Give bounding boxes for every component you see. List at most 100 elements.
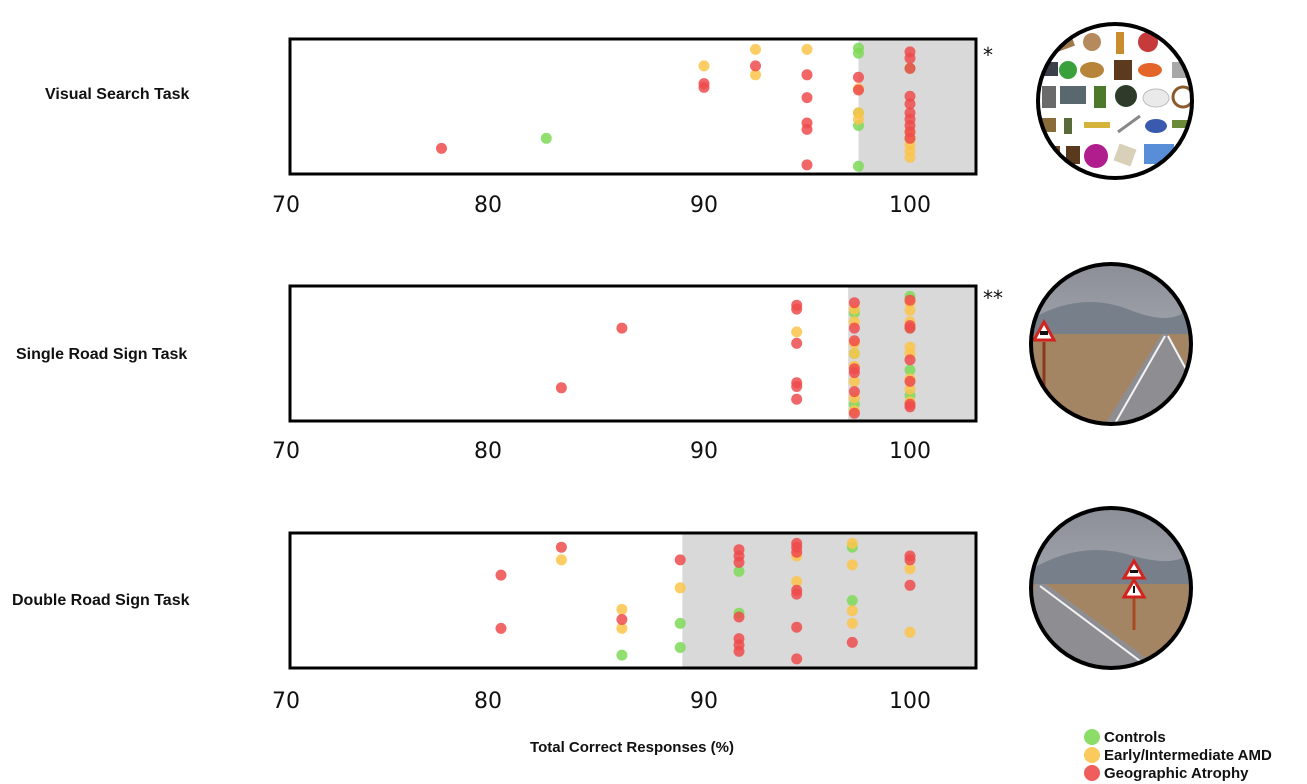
data-point [904, 151, 916, 163]
legend-label: Controls [1104, 729, 1166, 746]
data-point [555, 554, 567, 566]
data-point [674, 617, 686, 629]
data-point [846, 617, 858, 629]
object-icons [1040, 32, 1192, 168]
data-point [904, 304, 916, 316]
visual-search-stimulus-image [1036, 22, 1194, 180]
data-point [495, 622, 507, 634]
x-axis-label: Total Correct Responses (%) [530, 739, 734, 756]
data-point [904, 364, 916, 376]
data-point [904, 132, 916, 144]
data-point [904, 626, 916, 638]
data-point [801, 159, 813, 171]
task-label-single-road-sign: Single Road Sign Task [16, 346, 188, 363]
data-point [733, 556, 745, 568]
data-point [848, 322, 860, 334]
data-point [801, 69, 813, 81]
data-point [848, 386, 860, 398]
legend-label: Geographic Atrophy [1104, 765, 1249, 782]
data-point [750, 43, 761, 55]
data-point [674, 582, 686, 594]
data-point [904, 554, 916, 566]
legend-swatch [1084, 765, 1100, 781]
data-point [853, 113, 864, 125]
single-road-sign-stimulus-image [1029, 262, 1193, 426]
data-point [791, 588, 803, 600]
x-tick-label: 90 [690, 193, 718, 218]
x-tick-label: 80 [474, 439, 502, 464]
data-point [801, 92, 813, 104]
data-point [495, 569, 507, 581]
data-point [846, 636, 858, 648]
data-point [904, 563, 916, 575]
data-point [801, 43, 813, 55]
x-tick-label: 80 [474, 193, 502, 218]
data-point [846, 595, 858, 606]
x-tick-label: 80 [474, 689, 502, 714]
data-point [555, 382, 567, 394]
data-point [801, 123, 813, 135]
data-point [674, 554, 686, 566]
data-point [616, 603, 628, 615]
data-point [904, 62, 916, 74]
data-point [733, 645, 745, 657]
data-point [853, 71, 864, 83]
plot-frame [288, 37, 978, 176]
x-tick-label: 70 [272, 439, 300, 464]
x-tick-label: 70 [272, 689, 300, 714]
data-point [848, 297, 860, 309]
x-tick-label: 90 [690, 439, 718, 464]
data-point [904, 375, 916, 387]
legend-label: Early/Intermediate AMD [1104, 747, 1272, 764]
data-point [848, 375, 860, 387]
significance-marker: * [983, 43, 993, 67]
chart-panels: 70 80 90 100 * 70 80 90 100 ** 70 80 90 100 [272, 37, 1003, 714]
data-point [846, 537, 858, 549]
x-tick-label: 100 [889, 193, 931, 218]
data-point [555, 541, 567, 553]
data-point [750, 69, 761, 81]
data-point [904, 294, 916, 306]
data-point [791, 303, 803, 315]
data-point [540, 132, 552, 144]
data-point [674, 642, 686, 653]
shaded-region [858, 39, 976, 174]
data-point [791, 653, 803, 665]
data-point [791, 337, 803, 349]
data-point [733, 565, 745, 577]
data-point [616, 649, 628, 661]
plot-frame [288, 284, 978, 423]
data-point [791, 621, 803, 633]
data-point [904, 383, 916, 395]
data-point [904, 322, 916, 334]
data-point [904, 354, 916, 366]
shaded-region [682, 533, 976, 668]
x-tick-label: 100 [889, 689, 931, 714]
data-point [904, 579, 916, 591]
data-point [791, 381, 803, 392]
plot-frame [288, 531, 978, 670]
data-point [698, 60, 710, 72]
data-point [750, 60, 761, 72]
data-point [733, 611, 745, 623]
chart-panel: 70 80 90 100 * [272, 37, 993, 218]
data-point [616, 322, 628, 334]
data-point [904, 401, 916, 413]
legend-swatch [1084, 747, 1100, 763]
data-point [436, 142, 447, 154]
x-tick-label: 100 [889, 439, 931, 464]
data-point [846, 605, 858, 617]
data-point [791, 393, 803, 405]
data-point [616, 622, 628, 634]
data-point [791, 326, 803, 338]
data-point [791, 546, 803, 558]
task-label-double-road-sign: Double Road Sign Task [12, 592, 190, 609]
chart-panel: 70 80 90 100 ** [272, 284, 1003, 464]
chart-panel: 70 80 90 100 [272, 531, 978, 714]
data-point [616, 614, 628, 625]
task-label-visual-search: Visual Search Task [45, 86, 190, 103]
significance-marker: ** [983, 286, 1003, 310]
legend-swatch [1084, 729, 1100, 745]
